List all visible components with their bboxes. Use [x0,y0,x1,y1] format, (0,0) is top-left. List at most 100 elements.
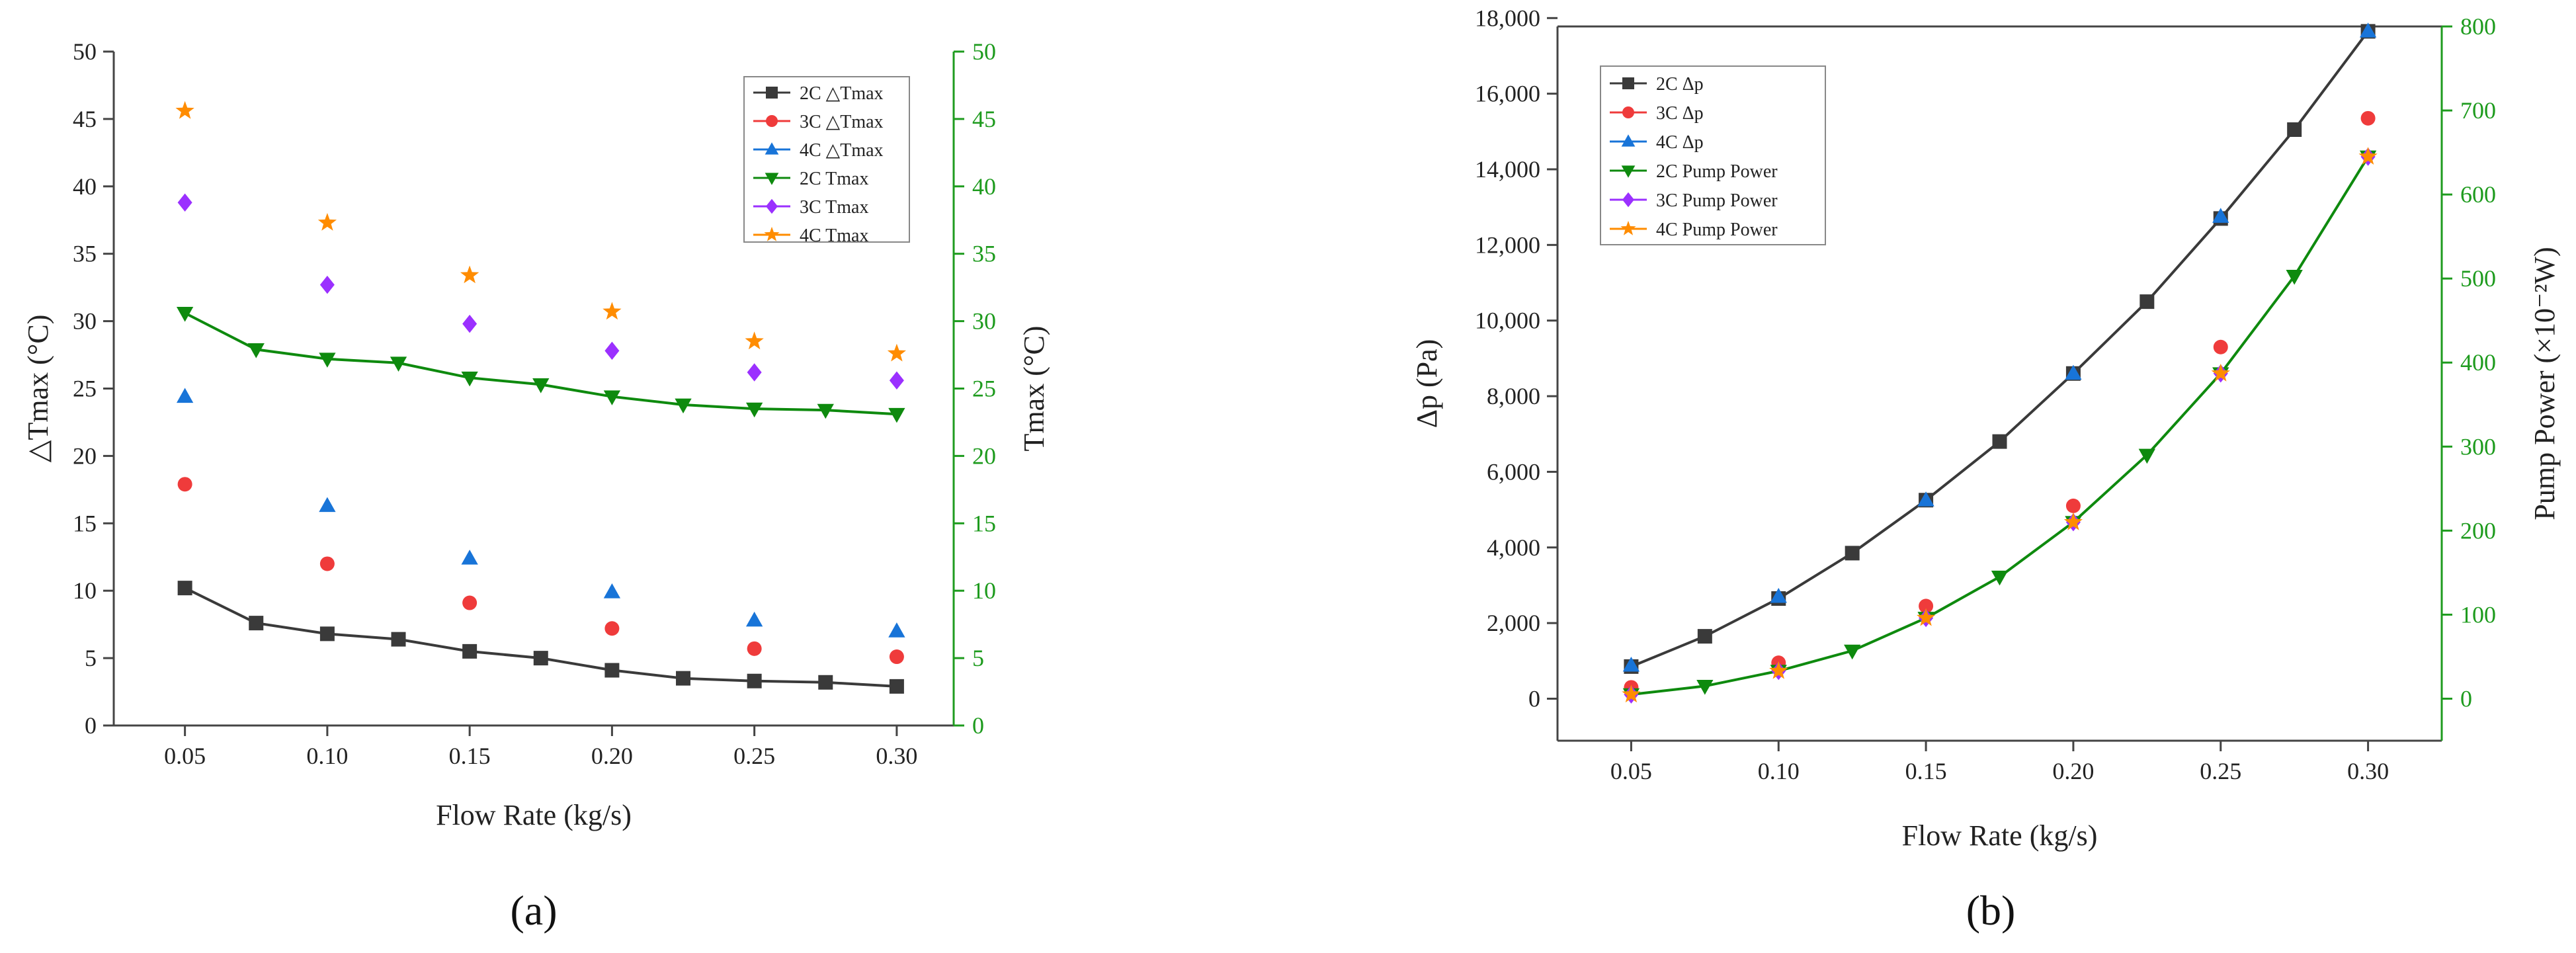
data-point [1917,491,1934,507]
legend-marker [764,226,780,241]
y-left-tick-label: 15 [73,510,97,536]
data-point [319,497,336,513]
x-tick-label: 0.10 [306,743,348,769]
data-point [602,302,622,320]
legend-label: 3C Δp [1656,103,1704,124]
y-left-tick-label: 0 [85,712,97,739]
series-3c-tmax [177,477,904,665]
legend-marker [765,142,779,155]
y-right-tick-label: 40 [972,173,996,200]
legend-box [1600,65,1826,245]
legend-label: 2C Tmax [800,169,868,189]
data-point [461,550,478,565]
legend-marker [765,173,779,185]
data-point [2211,363,2230,382]
y-right-tick-label: 50 [972,38,996,65]
y-left-tick-label: 10 [73,577,97,604]
data-point [177,477,192,492]
legend: 2C Δp 3C Δp 4C Δp 2C Pump Power 3C Pump Powe… [1600,65,1826,245]
y-right-tick-label: 0 [972,712,984,739]
data-point [1917,608,1936,626]
series-2c-tmax [177,581,904,694]
y-left-tick-label: 2,000 [1487,610,1540,636]
data-point [888,407,905,423]
y-right-axis-title: Pump Power (×10⁻²W) [2528,247,2561,520]
legend-label: 3C Tmax [800,197,868,218]
data-point [1696,680,1714,695]
data-point [889,649,904,665]
data-point [675,398,692,414]
data-point [818,675,833,690]
data-point [817,403,834,419]
legend-marker [766,115,778,127]
legend-marker [1622,77,1634,89]
data-point [390,356,407,372]
legend-marker [766,198,778,214]
data-point [1770,587,1787,603]
y-left-tick-label: 30 [73,308,97,335]
series-4c-tmax [176,388,905,638]
data-point [2065,364,2082,380]
series-line [184,311,897,416]
legend-marker [1622,192,1634,208]
legend-label: 4C △Tmax [800,140,884,161]
y-left-tick-label: 16,000 [1475,81,1540,107]
panel-label-a: (a) [510,887,557,934]
y-left-tick-label: 45 [73,106,97,132]
legend-marker [1621,134,1636,147]
y-left-tick-label: 10,000 [1475,308,1540,334]
legend-label: 2C Δp [1656,74,1704,95]
y-left-tick-label: 0 [1528,685,1540,712]
y-right-tick-label: 5 [972,645,984,671]
data-point [2358,147,2378,165]
data-point [604,341,620,360]
x-tick-label: 0.05 [1610,758,1652,784]
y-right-tick-label: 200 [2460,517,2496,544]
data-point [604,621,620,636]
data-point [1622,656,1640,672]
x-tick-label: 0.15 [1905,758,1947,784]
data-point [887,343,906,362]
data-point [888,622,905,638]
legend-label: 3C Pump Power [1656,190,1778,211]
x-axis-title: Flow Rate (kg/s) [436,799,632,831]
x-tick-label: 0.30 [876,743,917,769]
y-left-tick-label: 18,000 [1475,5,1540,31]
x-tick-label: 0.25 [733,743,775,769]
y-right-tick-label: 0 [2460,685,2472,712]
y-left-tick-label: 12,000 [1475,231,1540,258]
y-right-tick-label: 20 [972,442,996,469]
legend-label: 2C △Tmax [800,83,884,104]
data-point [176,388,194,403]
data-point [745,402,763,418]
data-point [1919,599,1934,614]
data-point [2359,22,2377,38]
data-point [1697,629,1712,644]
data-point [1844,644,1861,660]
data-point [532,378,550,394]
legend-label: 2C Pump Power [1656,161,1778,182]
y-right-tick-label: 400 [2460,349,2496,376]
legend-marker [1621,165,1636,178]
data-point [391,632,406,647]
y-right-tick-label: 800 [2460,13,2496,40]
data-point [2287,122,2302,137]
legend-box [743,76,910,243]
data-point [603,583,621,599]
data-point [2213,339,2228,354]
series-2c-tmax [176,307,905,423]
y-left-tick-label: 40 [73,173,97,200]
series-line [184,587,897,688]
legend-marker [1622,106,1634,118]
data-point [533,651,548,666]
data-point [460,265,479,284]
y-left-tick-label: 14,000 [1475,156,1540,183]
y-right-tick-label: 45 [972,106,996,132]
legend-marker [1620,220,1636,235]
data-point [2140,294,2155,310]
x-tick-label: 0.15 [449,743,491,769]
data-point [176,307,194,322]
legend-label: 4C Tmax [800,226,868,246]
legend-label: 4C Pump Power [1656,220,1778,240]
data-point [745,611,763,627]
